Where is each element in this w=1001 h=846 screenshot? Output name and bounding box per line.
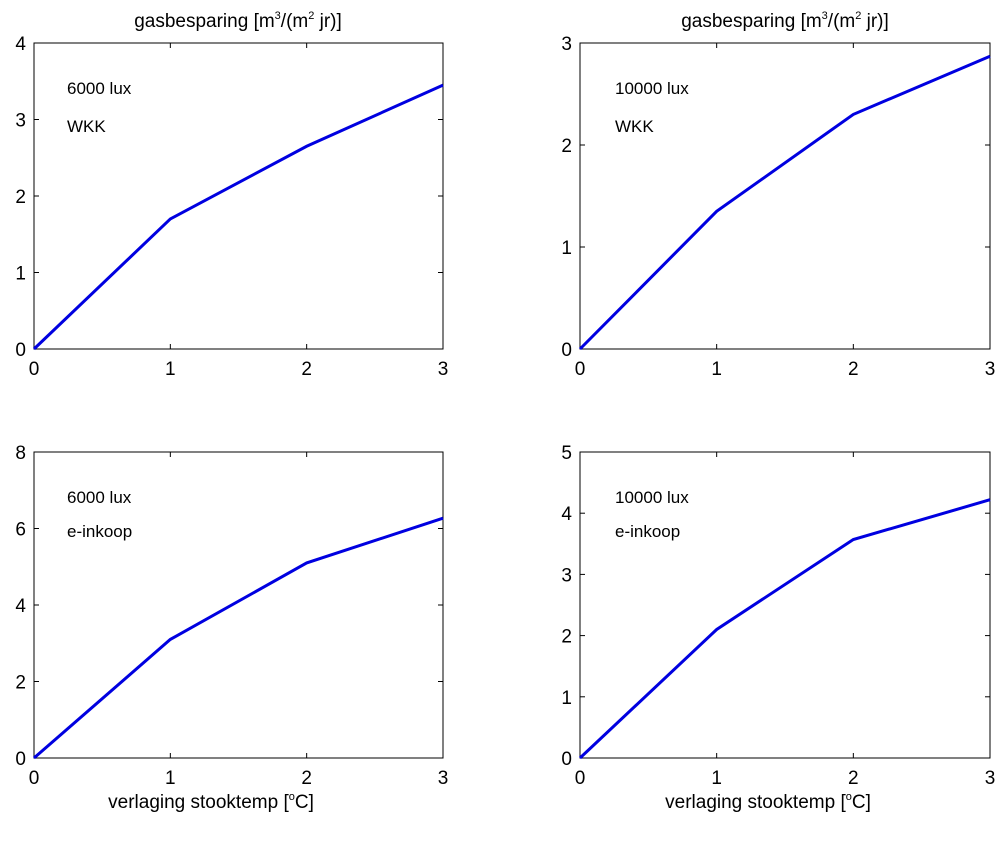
y-tick-label: 1: [15, 264, 26, 285]
ticks-layer: 0 1 2 3 0 2 4 6 8: [15, 443, 448, 789]
x-tick-label: 3: [438, 768, 449, 789]
x-tick-label: 0: [29, 768, 40, 789]
y-tick-label: 4: [15, 34, 26, 55]
x-tick-label: 1: [711, 768, 722, 789]
x-tick-label: 2: [848, 768, 859, 789]
y-tick-label: 2: [15, 673, 26, 694]
x-axis-label: verlaging stooktemp [oC]: [665, 791, 871, 813]
y-tick-label: 2: [561, 627, 572, 648]
series-line: [33, 516, 444, 760]
series-line: [32, 83, 444, 351]
axes-frame: [579, 451, 991, 759]
annotation-source: WKK: [615, 117, 654, 136]
data-layer: [578, 54, 991, 351]
y-tick-label: 4: [561, 504, 572, 525]
annotation-source: e-inkoop: [615, 522, 680, 541]
y-tick-label: 6: [15, 520, 26, 541]
annotation-source: WKK: [67, 117, 106, 136]
y-tick-label: 3: [561, 34, 572, 55]
y-tick-label: 0: [15, 749, 26, 770]
subplot-bottom-right: verlaging stooktemp [oC] 10000 lux e-ink…: [561, 443, 995, 813]
annotation-lux: 10000 lux: [615, 488, 689, 507]
x-tick-label: 2: [301, 359, 312, 380]
y-tick-label: 2: [15, 187, 26, 208]
y-tick-label: 0: [561, 340, 572, 361]
y-tick-label: 1: [561, 688, 572, 709]
axes-frame: [579, 42, 991, 350]
chart-title: gasbesparing [m3/(m2 jr)]: [681, 10, 889, 32]
ticks-layer: 0 1 2 3 0 1 2 3 4 5: [561, 443, 995, 789]
annotation-lux: 6000 lux: [67, 488, 132, 507]
subplot-top-left: gasbesparing [m3/(m2 jr)] 6000 lux WKK 0…: [15, 10, 448, 380]
y-tick-label: 0: [15, 340, 26, 361]
x-tick-label: 3: [438, 359, 449, 380]
annotation-source: e-inkoop: [67, 522, 132, 541]
chart-title: gasbesparing [m3/(m2 jr)]: [134, 10, 342, 32]
y-tick-label: 1: [561, 238, 572, 259]
x-tick-label: 1: [165, 359, 176, 380]
ticks-layer: 0 1 2 3 0 1 2 3: [561, 34, 995, 380]
y-tick-label: 0: [561, 749, 572, 770]
x-tick-label: 3: [985, 359, 996, 380]
ticks-layer: 0 1 2 3 0 1 2 3 4: [15, 34, 448, 380]
annotation-lux: 6000 lux: [67, 79, 132, 98]
y-tick-label: 3: [561, 565, 572, 586]
series-line: [578, 498, 991, 760]
x-axis-label: verlaging stooktemp [oC]: [108, 791, 314, 813]
subplot-bottom-left: verlaging stooktemp [oC] 6000 lux e-inko…: [15, 443, 448, 813]
subplot-top-right: gasbesparing [m3/(m2 jr)] 10000 lux WKK …: [561, 10, 995, 380]
x-tick-label: 2: [301, 768, 312, 789]
series-line: [578, 54, 991, 351]
annotation-lux: 10000 lux: [615, 79, 689, 98]
data-layer: [578, 498, 991, 760]
x-tick-label: 1: [165, 768, 176, 789]
x-tick-label: 2: [848, 359, 859, 380]
y-tick-label: 5: [561, 443, 572, 464]
x-tick-label: 3: [985, 768, 996, 789]
data-layer: [32, 83, 444, 351]
y-tick-label: 2: [561, 136, 572, 157]
x-tick-label: 0: [575, 768, 586, 789]
x-tick-label: 1: [711, 359, 722, 380]
y-tick-label: 4: [15, 596, 26, 617]
x-tick-label: 0: [29, 359, 40, 380]
x-tick-label: 0: [575, 359, 586, 380]
y-tick-label: 8: [15, 443, 26, 464]
y-tick-label: 3: [15, 111, 26, 132]
data-layer: [33, 516, 444, 760]
